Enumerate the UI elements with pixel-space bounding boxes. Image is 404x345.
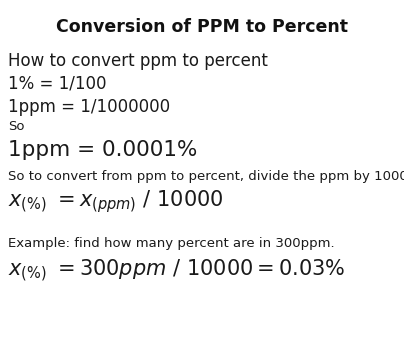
Text: How to convert ppm to percent: How to convert ppm to percent	[8, 52, 268, 70]
Text: Conversion of PPM to Percent: Conversion of PPM to Percent	[56, 18, 348, 36]
Text: 1ppm = 0.0001%: 1ppm = 0.0001%	[8, 140, 198, 160]
Text: $\mathit{x}_{(\%)}$ $= 300ppm\ /\ 10000 = 0.03\%$: $\mathit{x}_{(\%)}$ $= 300ppm\ /\ 10000 …	[8, 258, 345, 285]
Text: 1ppm = 1/1000000: 1ppm = 1/1000000	[8, 98, 170, 116]
Text: 1% = 1/100: 1% = 1/100	[8, 75, 107, 93]
Text: Example: find how many percent are in 300ppm.: Example: find how many percent are in 30…	[8, 237, 335, 250]
Text: So to convert from ppm to percent, divide the ppm by 10000:: So to convert from ppm to percent, divid…	[8, 170, 404, 183]
Text: $\mathit{x}_{(\%)}$ $= \mathit{x}_{(ppm)}$ / 10000: $\mathit{x}_{(\%)}$ $= \mathit{x}_{(ppm)…	[8, 188, 223, 215]
Text: So: So	[8, 120, 25, 133]
